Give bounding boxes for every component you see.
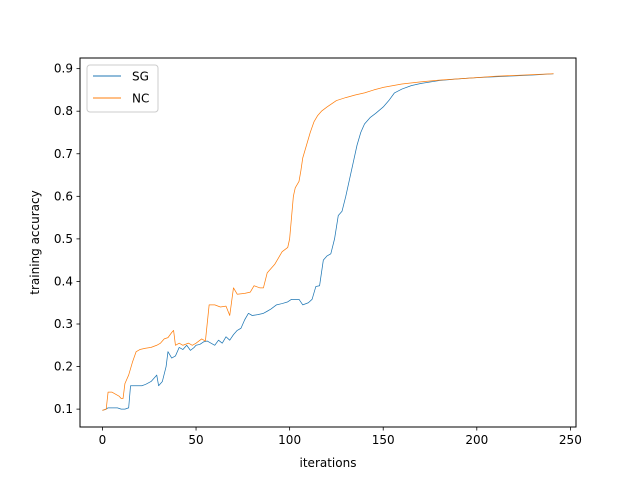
y-tick-label: 0.2 xyxy=(54,360,73,374)
series-line-nc xyxy=(102,73,554,411)
y-tick-label: 0.8 xyxy=(54,104,73,118)
legend-label-nc: NC xyxy=(132,92,149,106)
y-axis: 0.1 0.2 0.3 0.4 0.5 0.6 0.7 0.8 0.9 xyxy=(54,62,80,416)
x-tick-label: 0 xyxy=(99,433,107,447)
x-tick-label: 200 xyxy=(465,433,488,447)
y-tick-label: 0.4 xyxy=(54,274,73,288)
y-tick-label: 0.5 xyxy=(54,232,73,246)
y-tick-label: 0.3 xyxy=(54,317,73,331)
legend: SG NC xyxy=(86,64,159,113)
legend-label-sg: SG xyxy=(132,70,149,84)
axes-frame xyxy=(79,57,577,428)
y-axis-label: training accuracy xyxy=(28,190,42,294)
x-tick-label: 150 xyxy=(372,433,395,447)
legend-box xyxy=(86,64,159,113)
x-tick-label: 100 xyxy=(278,433,301,447)
y-tick-label: 0.9 xyxy=(54,62,73,76)
x-axis-label: iterations xyxy=(300,456,357,470)
y-tick-label: 0.6 xyxy=(54,189,73,203)
x-tick-label: 50 xyxy=(188,433,203,447)
y-tick-label: 0.7 xyxy=(54,147,73,161)
x-tick-label: 250 xyxy=(559,433,582,447)
series-layer xyxy=(102,73,554,411)
plot-area xyxy=(79,57,577,428)
x-axis: 0 50 100 150 200 250 xyxy=(99,427,582,447)
y-tick-label: 0.1 xyxy=(54,402,73,416)
series-line-sg xyxy=(102,73,554,411)
